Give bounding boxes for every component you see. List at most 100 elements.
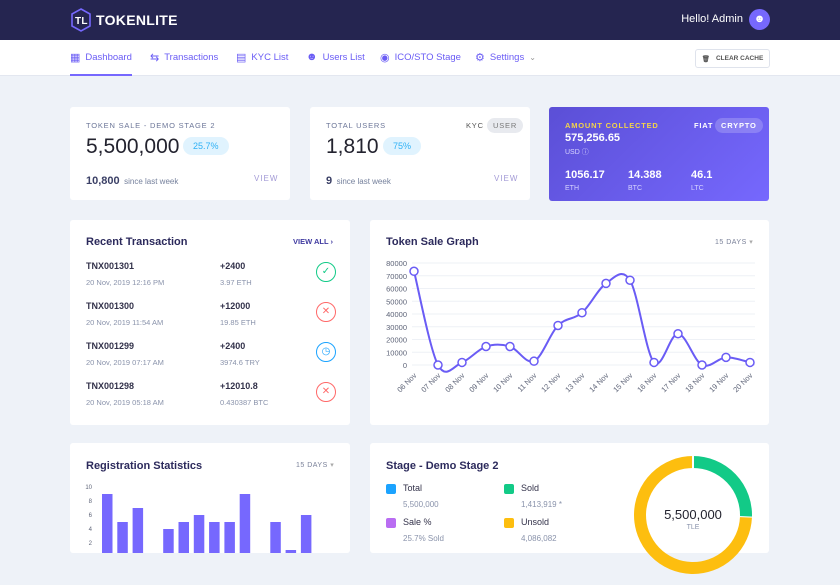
logo[interactable]: TL TOKENLITE [70,8,178,32]
transaction-row[interactable]: TNX001299 20 Nov, 2019 07:17 AM +2400 39… [86,341,336,377]
tab-user[interactable]: USER [487,118,524,133]
nav-ico-stage[interactable]: ◉ ICO/STO Stage [380,51,461,64]
status-approved-icon[interactable]: ✓ [316,262,336,282]
arrows-icon: ⇆ [150,52,160,64]
y-tick-label: 20000 [386,336,407,345]
transaction-date: 20 Nov, 2019 07:17 AM [86,358,164,367]
bar [132,508,144,553]
info-icon[interactable]: ⓘ [581,149,589,156]
view-link[interactable]: VIEW [494,174,519,183]
percent-badge: 25.7% [183,137,229,155]
x-tick-label: 12 Nov [539,371,562,394]
document-icon: ▤ [236,52,247,64]
stage-card: Stage - Demo Stage 2 Total 5,500,000 Sold… [370,443,769,574]
range-dropdown[interactable]: 15 DAYS ▾ [715,239,754,246]
y-tick-label: 70000 [386,272,407,281]
y-tick-label: 40000 [386,310,407,319]
transaction-crypto: 3974.6 TRY [220,358,260,367]
chevron-right-icon: › [330,237,334,246]
status-pending-icon[interactable]: ◷ [316,342,336,362]
y-tick-label: 10 [85,485,92,491]
status-canceled-icon[interactable]: ✕ [316,382,336,402]
greeting: Hello! Admin [681,13,743,25]
amount-collected-card: AMOUNT COLLECTED FIAT CRYPTO 575,256.65 … [549,107,769,201]
gear-icon: ⚙ [475,52,485,64]
brand-name: TOKENLITE [96,12,178,28]
grid-icon: ▦ [70,52,81,64]
logo-icon: TL [71,8,91,32]
percent-badge: 75% [383,137,422,155]
y-tick-label: 60000 [386,285,407,294]
view-link[interactable]: VIEW [254,174,279,183]
total-users-card: TOTAL USERS KYC USER 1,810 75% 9 since l… [310,107,530,200]
transaction-row[interactable]: TNX001300 20 Nov, 2019 11:54 AM +12000 1… [86,301,336,337]
tab-fiat[interactable]: FIAT [694,121,714,130]
nav-users-list[interactable]: ☻ Users List [306,51,365,63]
bar [163,529,174,553]
status-canceled-icon[interactable]: ✕ [316,302,336,322]
x-tick-label: 09 Nov [467,371,490,394]
bar [239,494,251,553]
data-point [673,329,683,339]
bar [224,522,235,553]
transaction-row[interactable]: TNX001301 20 Nov, 2019 12:16 PM +2400 3.… [86,261,336,297]
transaction-row[interactable]: TNX001298 20 Nov, 2019 05:18 AM +12010.8… [86,381,336,417]
caret-down-icon: ▾ [330,462,335,469]
x-tick-label: 11 Nov [516,371,539,394]
data-point [457,357,467,368]
transaction-id: TNX001298 [86,381,135,391]
weekly-count: 10,800 [86,175,120,187]
recent-transaction-card: Recent Transaction VIEW ALL › TNX001301 … [70,220,350,425]
card-title: Registration Statistics [86,460,203,472]
token-sale-value: 5,500,000 [86,135,180,158]
range-dropdown[interactable]: 15 DAYS ▾ [296,462,335,469]
svg-text:TL: TL [75,16,88,27]
data-point [625,275,635,285]
clear-cache-button[interactable]: 🗑 CLEAR CACHE [695,49,770,68]
view-all-link[interactable]: VIEW ALL › [293,237,334,246]
series-line [413,271,751,373]
data-point [409,266,419,277]
tab-crypto[interactable]: CRYPTO [715,118,763,133]
transaction-amount: +2400 [220,341,246,351]
legend-swatch [386,483,396,494]
weekly-count: 9 [326,175,333,187]
x-tick-label: 07 Nov [419,371,442,394]
y-tick-label: 30000 [386,323,407,332]
legend-unsold: Unsold 4,086,082 [504,517,557,543]
nav-settings[interactable]: ⚙ Settings ⌄ [475,51,536,64]
registration-statistics-card: Registration Statistics 15 DAYS ▾ 2 4 6 8 10 [70,443,350,553]
data-point [745,357,755,368]
coins-icon: ◉ [380,52,390,64]
tab-kyc[interactable]: KYC [466,121,484,130]
bar [285,550,297,553]
legend-sale-percent: Sale % 25.7% Sold [386,517,444,543]
data-point [505,341,515,352]
legend-swatch [386,517,396,528]
data-point [577,307,587,318]
transaction-date: 20 Nov, 2019 12:16 PM [86,278,165,287]
y-tick-label: 80000 [386,259,407,268]
amount-value: 575,256.65 [565,132,621,144]
nav-dashboard[interactable]: ▦ Dashboard [70,51,132,76]
user-avatar[interactable]: ☻ [749,9,770,30]
y-tick-label: 8 [89,499,93,505]
bar [270,522,281,553]
legend-swatch [504,517,514,528]
nav-kyc-list[interactable]: ▤ KYC List [236,51,288,64]
bar [102,494,113,553]
y-tick-label: 6 [89,513,93,519]
x-tick-label: 06 Nov [395,371,418,394]
nav-transactions[interactable]: ⇆ Transactions [150,51,218,64]
donut-slice-sold [692,456,752,518]
y-tick-label: 2 [89,541,93,547]
total-users-value: 1,810 [326,135,379,158]
data-point [481,341,491,352]
transaction-id: TNX001300 [86,301,135,311]
bar [117,522,128,553]
weekly-text: since last week [124,177,179,186]
x-tick-label: 18 Nov [683,371,706,394]
bar [193,515,205,553]
data-point [649,357,659,368]
nav-label: Settings [489,52,525,63]
